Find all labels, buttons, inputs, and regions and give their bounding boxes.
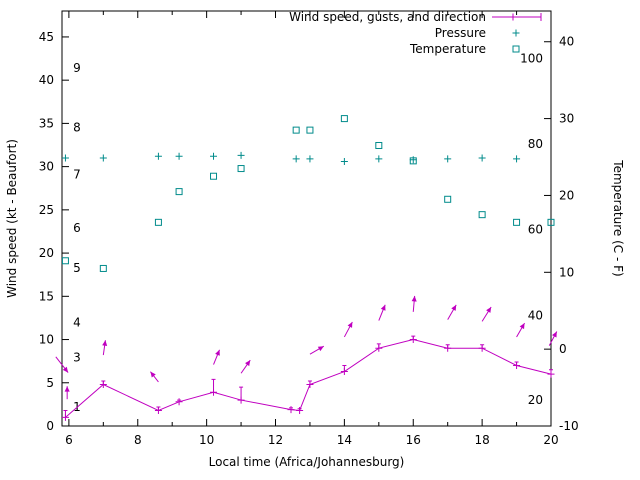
beaufort-scale-label: 5: [73, 261, 81, 275]
wind-direction-arrowhead: [486, 306, 492, 313]
temperature-marker: [292, 126, 300, 134]
wind-direction-arrowhead: [150, 371, 156, 378]
temperature-marker: [478, 211, 486, 219]
y-left-tick-label: 35: [39, 116, 54, 130]
temperature-marker: [375, 141, 383, 149]
x-axis-title: Local time (Africa/Johannesburg): [209, 455, 405, 469]
temperature-marker: [444, 195, 452, 203]
wind-direction-arrowhead: [347, 321, 353, 328]
temperature-marker: [306, 126, 314, 134]
fahrenheit-scale-label: 60: [528, 223, 543, 237]
x-tick-label: 18: [474, 433, 489, 447]
wind-direction-arrowhead: [451, 304, 457, 311]
x-tick-label: 16: [406, 433, 421, 447]
wind-speed-markers: [61, 336, 555, 421]
wind-direction-arrowhead: [551, 331, 557, 338]
temperature-marker: [340, 115, 348, 123]
plot-border: [61, 10, 552, 427]
pressure-markers: [61, 151, 521, 165]
legend-label: Temperature: [409, 42, 486, 56]
y-axis-right-title: Temperature (C - F): [611, 159, 625, 276]
x-tick-label: 14: [337, 433, 352, 447]
legend-label: Pressure: [435, 26, 486, 40]
temperature-marker: [99, 264, 107, 272]
fahrenheit-scale-label: 40: [528, 308, 543, 322]
temperature-marker: [154, 218, 162, 226]
beaufort-scale-label: 3: [73, 351, 81, 365]
x-tick-label: 6: [65, 433, 73, 447]
beaufort-scale-label: 4: [73, 315, 81, 329]
wind-direction-arrowhead: [317, 346, 324, 352]
legend-label: Wind speed, gusts, and direction: [289, 10, 486, 24]
y-left-tick-label: 0: [46, 419, 54, 433]
y-left-tick-label: 20: [39, 246, 54, 260]
temperature-marker: [61, 257, 69, 265]
wind-gust-bars: [63, 335, 553, 418]
wind-direction-arrowhead: [102, 340, 108, 346]
wind-direction-arrowhead: [245, 360, 251, 367]
y-right-tick-label: 30: [559, 112, 574, 126]
x-tick-label: 12: [268, 433, 283, 447]
temperature-series: [61, 115, 555, 272]
y-left-tick-label: 40: [39, 73, 54, 87]
x-axis: 6 8 10 12 14 16 18 20: [65, 11, 559, 447]
pressure-series: [61, 151, 521, 165]
legend-sample-pressure: [512, 29, 520, 37]
beaufort-scale-label: 7: [73, 167, 81, 181]
y-left-tick-label: 10: [39, 333, 54, 347]
x-tick-label: 20: [543, 433, 558, 447]
y-right-tick-label: 10: [559, 265, 574, 279]
wind-direction-arrowhead: [62, 366, 69, 373]
wind-direction-arrowhead: [519, 323, 525, 330]
fahrenheit-scale-label: 100: [520, 52, 543, 66]
y-left-tick-label: 30: [39, 160, 54, 174]
temperature-marker: [237, 165, 245, 173]
y-left-tick-label: 15: [39, 289, 54, 303]
x-tick-label: 10: [199, 433, 214, 447]
y-axis-right: -10 0 10 20 30 40 20 40 60 80 100: [520, 35, 579, 433]
y-right-tick-label: 0: [559, 342, 567, 356]
temperature-marker: [175, 188, 183, 196]
wind-speed-series: [61, 335, 555, 421]
x-tick-label: 8: [134, 433, 142, 447]
y-left-tick-label: 5: [46, 376, 54, 390]
temperature-marker: [210, 172, 218, 180]
y-right-tick-label: 40: [559, 35, 574, 49]
wind-direction-arrowhead: [64, 386, 70, 392]
legend-sample-wind: [492, 13, 542, 21]
y-right-tick-label: -10: [559, 419, 579, 433]
wind-direction-arrowhead: [215, 349, 220, 356]
wind-direction-arrowhead: [380, 304, 386, 311]
temperature-marker: [513, 218, 521, 226]
y-left-tick-label: 25: [39, 203, 54, 217]
beaufort-scale-label: 8: [73, 121, 81, 135]
wind-speed-line: [65, 339, 552, 418]
temperature-marker: [547, 218, 555, 226]
beaufort-scale-label: 6: [73, 221, 81, 235]
fahrenheit-scale-label: 20: [528, 393, 543, 407]
fahrenheit-scale-label: 80: [528, 137, 543, 151]
y-left-tick-label: 45: [39, 30, 54, 44]
y-right-tick-label: 20: [559, 188, 574, 202]
wind-direction-arrows: [55, 295, 558, 400]
legend: Wind speed, gusts, and direction Pressure…: [289, 10, 542, 56]
y-axis-left-title: Wind speed (kt - Beaufort): [5, 139, 19, 298]
beaufort-scale-label: 9: [73, 61, 81, 75]
wind-direction-arrowhead: [411, 295, 417, 302]
legend-sample-temperature: [512, 45, 520, 53]
